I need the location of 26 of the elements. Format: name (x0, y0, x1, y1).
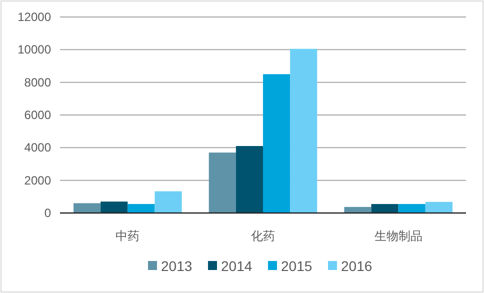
legend-label: 2014 (221, 258, 252, 274)
legend-label: 2016 (341, 258, 372, 274)
x-tick-label: 中药 (116, 229, 140, 243)
bar (74, 203, 101, 213)
x-tick-label: 化药 (251, 229, 275, 243)
bar (100, 202, 128, 213)
bar (425, 202, 452, 213)
bar (398, 204, 426, 213)
bar (371, 204, 398, 213)
y-tick-label: 10000 (18, 42, 52, 57)
x-tick-label: 生物制品 (374, 229, 422, 243)
y-tick-label: 12000 (18, 10, 52, 24)
bar (128, 204, 155, 213)
bar (208, 152, 236, 213)
y-tick-label: 8000 (24, 75, 52, 90)
legend-label: 2015 (281, 258, 312, 274)
bar (154, 191, 182, 213)
bar (263, 74, 290, 213)
bar (290, 48, 318, 213)
y-tick-label: 2000 (24, 173, 52, 188)
bar (344, 206, 372, 213)
y-tick-label: 0 (44, 206, 52, 220)
bar (236, 146, 263, 213)
y-tick-label: 6000 (24, 108, 52, 122)
y-tick-label: 4000 (24, 140, 52, 155)
legend-label: 2013 (161, 258, 192, 274)
